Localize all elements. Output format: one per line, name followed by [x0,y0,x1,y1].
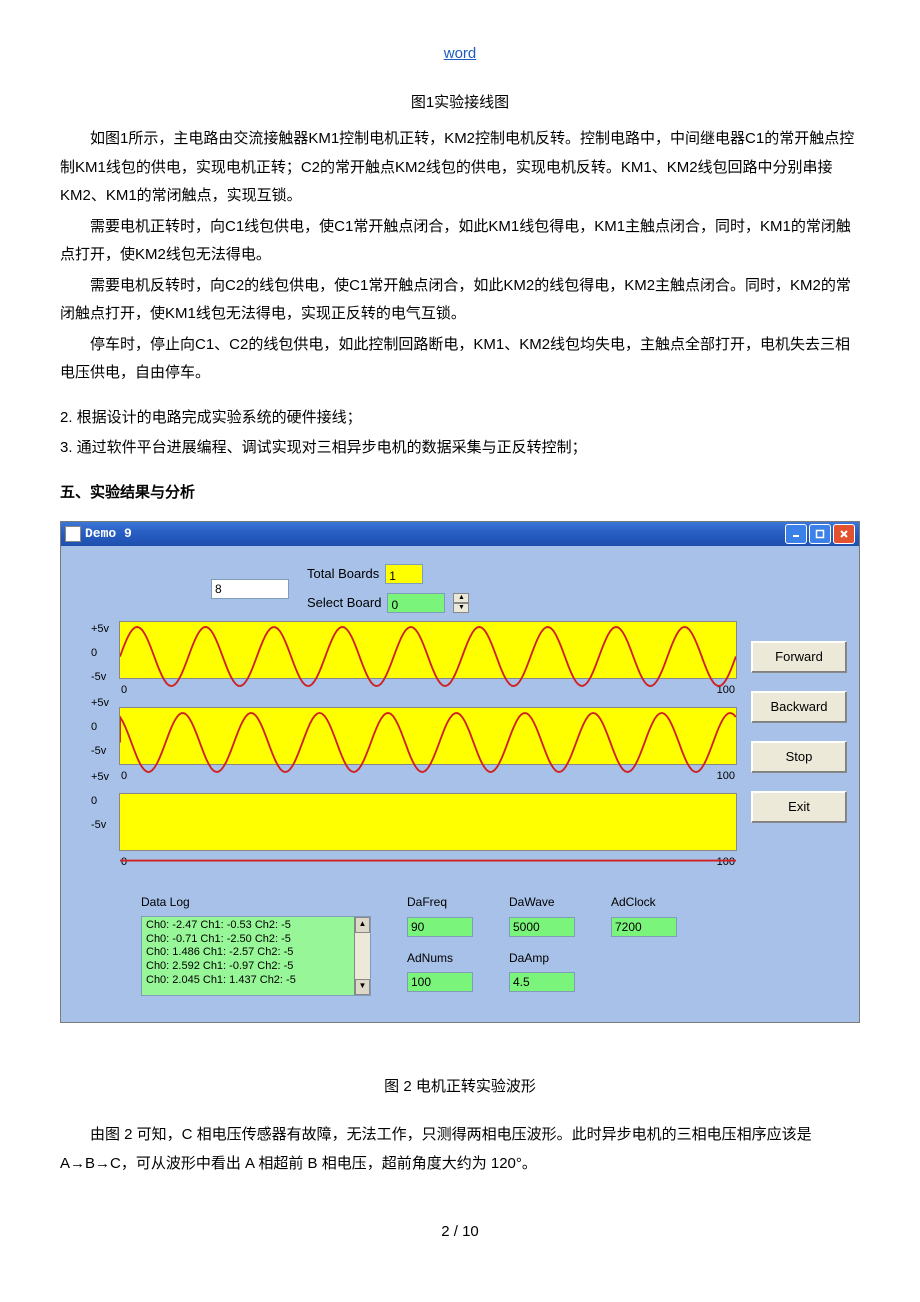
axis-neg-2: -5v [91,741,106,762]
adnums-label: AdNums [407,947,473,970]
dafreq-label: DaFreq [407,891,473,914]
scroll-down-icon[interactable]: ▼ [355,979,370,995]
bottom-controls: Data Log Ch0: -2.47 Ch1: -0.53 Ch2: -5Ch… [141,891,847,996]
wave-ch0 [120,622,736,691]
fig1-caption: 图1实验接线图 [60,89,860,118]
fig2-caption: 图 2 电机正转实验波形 [60,1073,860,1102]
paragraph-5: 由图 2 可知，C 相电压传感器有故障，无法工作，只测得两相电压波形。此时异步电… [60,1121,860,1178]
top-controls: Total Boards 1 Select Board 0 ▲▼ [211,562,847,615]
backward-button[interactable]: Backward [751,691,847,723]
exit-button[interactable]: Exit [751,791,847,823]
paragraph-3: 需要电机反转时，向C2的线包供电，使C1常开触点闭合，如此KM2的线包得电，KM… [60,272,860,329]
wave-ch2 [120,794,736,863]
scroll-up-icon[interactable]: ▲ [355,917,370,933]
axis-pos-1: +5v [91,619,109,640]
charts-area: +5v 0 -5v +5v 0 -5v +5v 0 -5v [91,621,847,879]
section-5-title: 五、实验结果与分析 [60,479,860,508]
daamp-input[interactable] [509,972,575,992]
total-boards-value: 1 [385,564,423,584]
axis-neg-3: -5v [91,815,106,836]
axis-neg-1: -5v [91,667,106,688]
adclock-label: AdClock [611,891,677,914]
list-item-2: 2. 根据设计的电路完成实验系统的硬件接线； [60,404,860,433]
datalog-area[interactable]: Ch0: -2.47 Ch1: -0.53 Ch2: -5Ch0: -0.71 … [141,916,371,996]
axis-zero-3: 0 [91,791,97,812]
window-title: Demo 9 [85,522,783,547]
list-item-3: 3. 通过软件平台进展编程、调试实现对三相异步电机的数据采集与正反转控制； [60,434,860,463]
axis-pos-2: +5v [91,693,109,714]
wave-ch1 [120,708,736,777]
total-boards-label: Total Boards [307,562,379,587]
select-board-label: Select Board [307,591,381,616]
adnums-input[interactable] [407,972,473,992]
chart-column: 0 100 0 100 0 [119,621,737,879]
select-board-spinner[interactable]: ▲▼ [453,593,469,613]
freq-nums-group: DaFreq AdNums [407,891,473,996]
axis-zero-1: 0 [91,643,97,664]
demo-window: Demo 9 Total Boards 1 Select Board 0 ▲▼ [60,521,860,1023]
chart-ch2 [119,793,737,851]
datalog-group: Data Log Ch0: -2.47 Ch1: -0.53 Ch2: -5Ch… [141,891,371,996]
window-body: Total Boards 1 Select Board 0 ▲▼ +5v 0 -… [61,546,859,1022]
forward-button[interactable]: Forward [751,641,847,673]
daamp-label: DaAmp [509,947,575,970]
minimize-button[interactable] [785,524,807,544]
stop-button[interactable]: Stop [751,741,847,773]
dafreq-input[interactable] [407,917,473,937]
datalog-label: Data Log [141,891,371,914]
dawave-label: DaWave [509,891,575,914]
side-buttons: Forward Backward Stop Exit [751,621,847,879]
header-word: word [60,40,860,69]
chart-ch1 [119,707,737,765]
adclock-input[interactable] [611,917,677,937]
select-board-value[interactable]: 0 [387,593,445,613]
paragraph-4: 停车时，停止向C1、C2的线包供电，如此控制回路断电，KM1、KM2线包均失电，… [60,331,860,388]
boards-group: Total Boards 1 Select Board 0 ▲▼ [307,562,469,615]
maximize-button[interactable] [809,524,831,544]
top-value-input[interactable] [211,579,289,599]
axis-pos-3: +5v [91,767,109,788]
adclock-group: AdClock [611,891,677,996]
paragraph-1: 如图1所示，主电路由交流接触器KM1控制电机正转，KM2控制电机反转。控制电路中… [60,125,860,211]
wave-amp-group: DaWave DaAmp [509,891,575,996]
datalog-scrollbar[interactable]: ▲ ▼ [354,917,370,995]
axis-zero-2: 0 [91,717,97,738]
chart-ch0 [119,621,737,679]
dawave-input[interactable] [509,917,575,937]
paragraph-2: 需要电机正转时，向C1线包供电，使C1常开触点闭合，如此KM1线包得电，KM1主… [60,213,860,270]
app-icon [65,526,81,542]
y-axis: +5v 0 -5v +5v 0 -5v +5v 0 -5v [91,621,119,879]
close-button[interactable] [833,524,855,544]
page-footer: 2 / 10 [60,1218,860,1247]
titlebar: Demo 9 [61,522,859,546]
